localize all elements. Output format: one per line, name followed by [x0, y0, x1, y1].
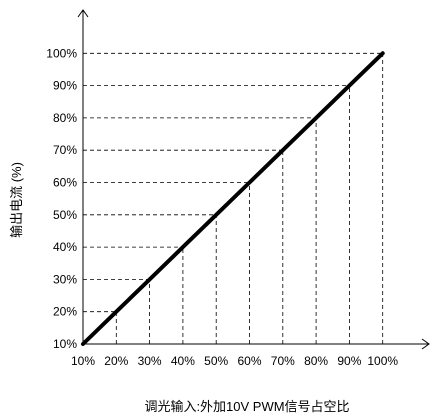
x-tick-labels: 10% 20% 30% 40% 50% 60% 70% 80% 90% 100% — [71, 354, 398, 368]
x-tick-label: 30% — [138, 354, 162, 368]
x-tick-label: 60% — [237, 354, 261, 368]
series-lines — [81, 51, 385, 346]
guide-lines — [83, 52, 384, 344]
y-tick-label: 10% — [53, 337, 77, 351]
x-tick-label: 10% — [71, 354, 95, 368]
x-tick-label: 40% — [171, 354, 195, 368]
y-tick-label: 70% — [53, 143, 77, 157]
x-tick-label: 80% — [304, 354, 328, 368]
x-tick-label: 50% — [204, 354, 228, 368]
x-tick-label: 70% — [271, 354, 295, 368]
y-tick-labels: 10% 20% 30% 40% 50% 60% 70% 80% 90% 100% — [46, 46, 77, 351]
y-axis-arrow-icon — [77, 9, 89, 18]
y-tick-label: 20% — [53, 305, 77, 319]
x-axis-label: 调光输入:外加10V PWM信号占空比 — [144, 399, 349, 414]
y-tick-label: 80% — [53, 111, 77, 125]
x-tick-label: 20% — [104, 354, 128, 368]
y-tick-label: 90% — [53, 79, 77, 93]
x-tick-label: 90% — [337, 354, 361, 368]
axes — [77, 9, 430, 350]
x-tick-label: 100% — [367, 354, 398, 368]
y-tick-label: 60% — [53, 176, 77, 190]
x-axis-arrow-icon — [421, 338, 430, 350]
y-tick-label: 40% — [53, 240, 77, 254]
y-tick-label: 30% — [53, 272, 77, 286]
series-line — [81, 51, 385, 346]
y-tick-label: 100% — [46, 46, 77, 60]
y-tick-label: 50% — [53, 208, 77, 222]
y-axis-label: 输出电流 (%) — [9, 162, 24, 238]
